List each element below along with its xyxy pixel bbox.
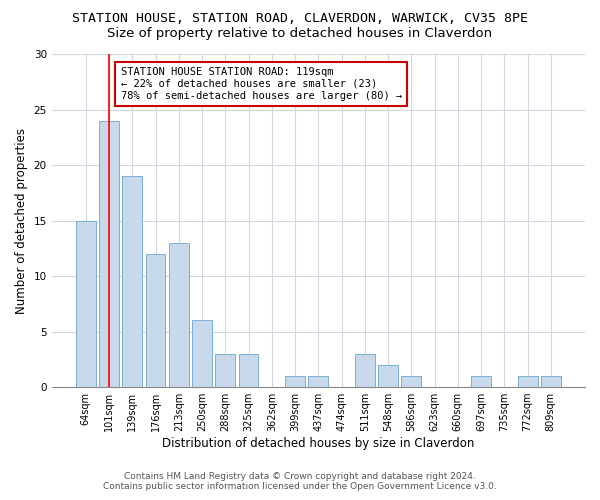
Bar (122, 176, 142, 387)
Bar (471, 376, 491, 387)
Bar (401, 376, 421, 387)
Bar (285, 376, 305, 387)
Bar (215, 354, 235, 387)
Bar (355, 354, 375, 387)
Bar (239, 354, 259, 387)
Text: STATION HOUSE, STATION ROAD, CLAVERDON, WARWICK, CV35 8PE: STATION HOUSE, STATION ROAD, CLAVERDON, … (72, 12, 528, 26)
Bar (518, 376, 538, 387)
Y-axis label: Number of detached properties: Number of detached properties (15, 128, 28, 314)
Bar (169, 242, 188, 387)
X-axis label: Distribution of detached houses by size in Claverdon: Distribution of detached houses by size … (162, 437, 475, 450)
Bar (146, 254, 166, 387)
Bar (99, 120, 119, 387)
Text: STATION HOUSE STATION ROAD: 119sqm
← 22% of detached houses are smaller (23)
78%: STATION HOUSE STATION ROAD: 119sqm ← 22%… (121, 68, 402, 100)
Bar (192, 320, 212, 387)
Bar (378, 365, 398, 387)
Bar (76, 220, 95, 387)
Text: Size of property relative to detached houses in Claverdon: Size of property relative to detached ho… (107, 28, 493, 40)
Bar (541, 376, 561, 387)
Text: Contains HM Land Registry data © Crown copyright and database right 2024.
Contai: Contains HM Land Registry data © Crown c… (103, 472, 497, 491)
Bar (308, 376, 328, 387)
